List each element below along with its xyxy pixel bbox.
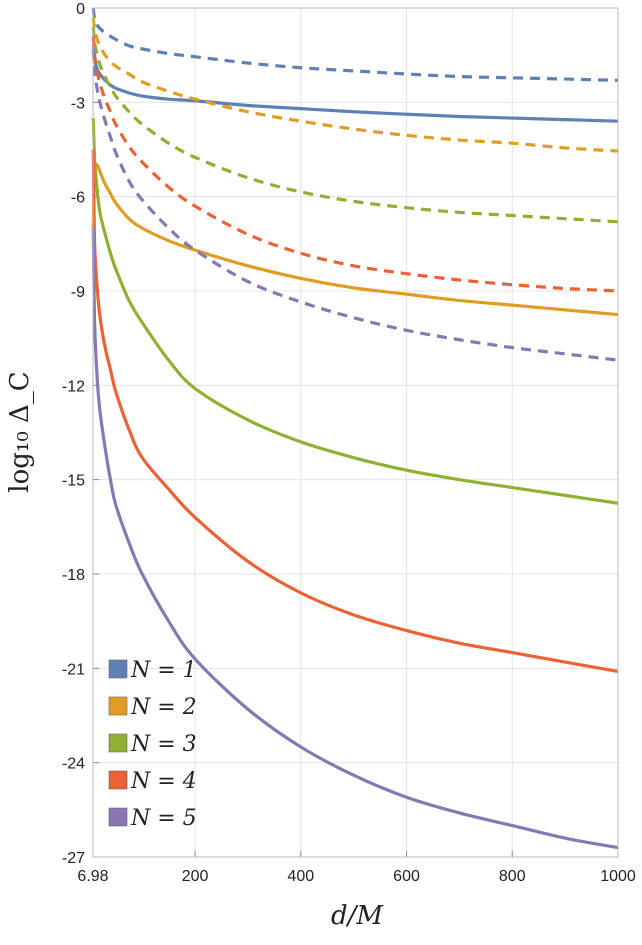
series-line-n2-dashed xyxy=(91,17,619,153)
x-tick-label: 600 xyxy=(393,868,420,885)
y-tick-label: -24 xyxy=(62,756,85,773)
y-tick-label: -18 xyxy=(62,567,85,584)
x-axis-ticks: 6.98 200 400 600 800 1000 xyxy=(77,851,636,885)
series-line-n5-dashed xyxy=(91,48,619,362)
series-line-n1-solid xyxy=(91,36,619,123)
x-axis-label: d/M xyxy=(331,901,384,931)
legend-label-n2: N = 2 xyxy=(130,695,197,720)
x-tick-label: 6.98 xyxy=(77,868,108,885)
series-lines xyxy=(91,7,619,850)
series-line-n2-solid xyxy=(91,162,619,317)
y-tick-label: -15 xyxy=(62,473,85,490)
legend-label-n5: N = 5 xyxy=(130,806,197,831)
y-tick-label: 0 xyxy=(76,1,85,18)
x-tick-label: 400 xyxy=(287,868,314,885)
y-axis-label: log₁₀ Δ_C xyxy=(5,371,35,492)
gridlines xyxy=(92,7,619,858)
series-line-n4-dashed xyxy=(91,36,619,293)
legend-swatch-n1 xyxy=(108,659,128,679)
series-line-n3-dashed xyxy=(91,26,619,224)
series-line-n4-solid xyxy=(91,149,619,674)
legend-label-n1: N = 1 xyxy=(130,658,197,683)
y-tick-label: -12 xyxy=(62,378,85,395)
y-tick-label: -3 xyxy=(71,95,85,112)
series-line-n5-solid xyxy=(91,228,619,850)
legend-swatch-n3 xyxy=(108,733,128,753)
x-tick-label: 800 xyxy=(499,868,526,885)
plot-frame xyxy=(92,7,619,858)
y-tick-label: -27 xyxy=(62,850,85,867)
legend-swatch-n5 xyxy=(108,807,128,827)
legend-swatch-n4 xyxy=(108,770,128,790)
series-line-n1-dashed xyxy=(91,7,619,82)
x-tick-label: 200 xyxy=(182,868,209,885)
legend-label-n4: N = 4 xyxy=(130,769,197,794)
legend-swatch-n2 xyxy=(108,696,128,716)
y-tick-label: -9 xyxy=(71,284,85,301)
legend-label-n3: N = 3 xyxy=(130,732,197,757)
y-tick-label: -21 xyxy=(62,661,85,678)
y-tick-label: -6 xyxy=(71,190,85,207)
series-line-n3-solid xyxy=(91,118,619,505)
legend: N = 1 N = 2 N = 3 N = 4 N = 5 xyxy=(108,658,197,831)
x-tick-label: 1000 xyxy=(600,868,636,885)
